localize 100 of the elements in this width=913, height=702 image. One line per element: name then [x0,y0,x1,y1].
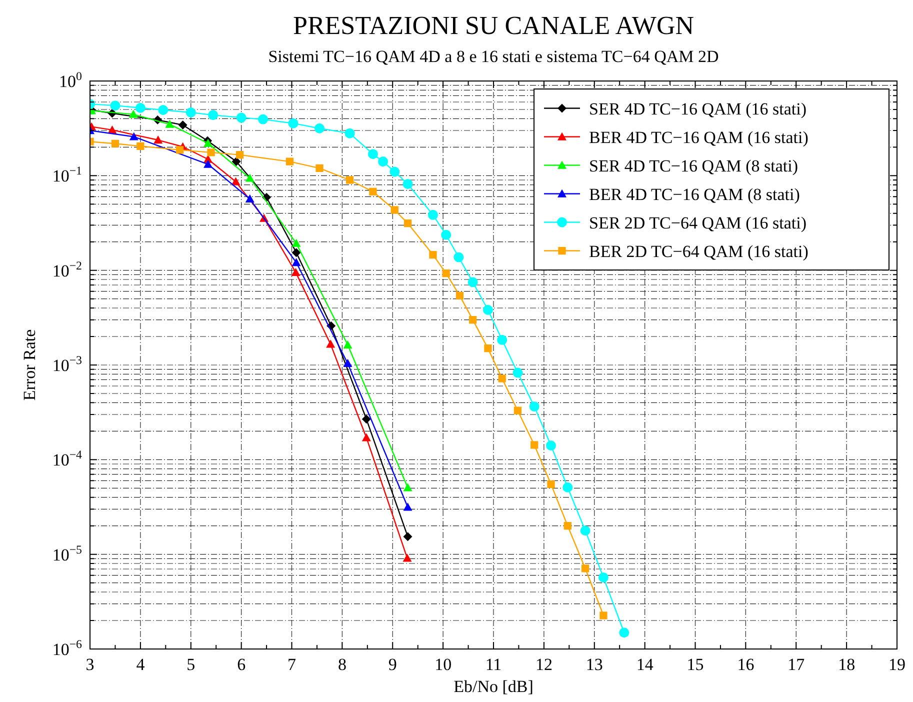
point [484,344,492,352]
x-tick-label: 18 [838,655,856,674]
point [564,522,572,530]
point [129,132,138,140]
point [245,194,254,203]
y-tick-label: 10$^{−4}$ [52,448,82,470]
point [204,160,213,168]
point [208,110,218,120]
point [165,120,174,128]
point [207,148,215,156]
point [286,158,294,166]
point [176,146,184,154]
point [581,564,590,572]
legend-label: SER 2D TC−64 QAM (16 stati) [589,213,807,232]
point [158,104,168,115]
x-axis-title: Eb/No [dB] [454,677,534,696]
point [547,480,555,488]
point [343,340,352,349]
point [403,502,412,511]
point [402,178,413,189]
legend-label: BER 4D TC−16 QAM (8 stati) [589,184,800,204]
legend-label: SER 4D TC−16 QAM (16 stati) [589,99,807,118]
x-tick-label: 3 [86,655,94,674]
point [231,177,240,186]
x-tick-label: 11 [485,655,502,674]
point [442,269,450,278]
point [498,374,506,382]
point [186,107,196,118]
y-tick-label: 10$^{−6}$ [52,637,82,659]
point [232,157,241,166]
point [562,482,573,492]
point [291,268,300,276]
legend-label: BER 4D TC−16 QAM (16 stati) [589,128,808,147]
y-tick-label: 10$^{−5}$ [52,542,82,564]
point [258,114,268,124]
point [292,258,301,266]
point [456,292,464,300]
point [346,176,354,184]
point [530,441,538,449]
point [441,230,452,240]
x-tick-label: 17 [788,655,806,674]
point [245,174,254,182]
legend-label: BER 2D TC−64 QAM (16 stati) [589,242,808,261]
x-tick-label: 8 [338,655,346,674]
x-tick-label: 9 [388,655,397,674]
point [314,123,324,134]
point [292,248,301,258]
point [428,210,438,220]
x-tick-label: 16 [737,655,754,674]
x-tick-label: 19 [888,655,906,674]
y-tick-label: 10$^{0}$ [59,69,82,91]
chart-subtitle: Sistemi TC−16 QAM 4D a 8 e 16 stati e sistema TC−64 QAM 2D [268,47,719,66]
point [454,252,464,262]
point [111,140,120,148]
y-tick-label: 10$^{−1}$ [52,164,82,186]
point [600,612,608,620]
point [316,164,324,172]
x-tick-label: 4 [136,655,146,674]
point [362,433,371,442]
point [326,340,336,348]
point [390,206,398,214]
chart-title: PRESTAZIONI SU CANALE AWGN [293,11,694,40]
legend-label: SER 4D TC−16 QAM (8 stati) [589,156,798,176]
point [136,142,144,150]
point [512,368,523,378]
point [619,628,630,638]
y-tick-label: 10$^{−2}$ [52,258,82,280]
point [580,526,590,536]
point [546,440,556,451]
point [402,554,412,562]
point [128,110,138,118]
y-axis-title: Error Rate [20,329,39,401]
x-tick-label: 5 [186,655,196,674]
point [110,100,120,111]
x-tick-label: 13 [586,655,603,674]
point [362,414,371,424]
point [178,120,188,130]
point [497,334,508,345]
point [514,406,522,414]
point [404,219,412,228]
point [429,250,437,259]
x-tick-label: 6 [237,655,246,674]
point [236,151,244,159]
x-tick-label: 10 [434,655,452,674]
point [403,483,412,492]
point [343,358,352,367]
x-tick-label: 12 [535,655,552,674]
x-tick-label: 14 [636,655,654,674]
point [344,128,355,138]
x-tick-label: 15 [686,655,704,674]
point [378,156,388,167]
point [468,316,477,324]
point [292,238,301,247]
point [403,532,412,542]
point [288,118,298,128]
point [236,112,246,123]
point [368,149,378,160]
point [598,572,608,582]
point [482,304,493,315]
point [529,402,540,412]
